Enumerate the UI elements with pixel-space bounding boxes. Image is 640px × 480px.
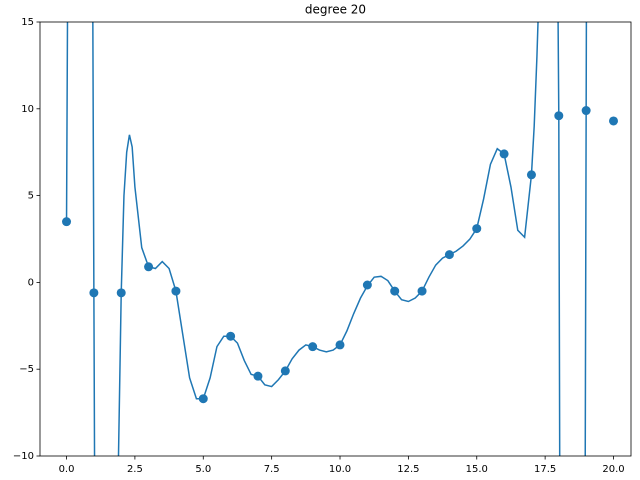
y-tick-label: −5 [19, 364, 34, 375]
y-tick-label: 5 [28, 191, 34, 202]
x-tick-label: 15.0 [466, 464, 488, 475]
data-point [226, 331, 236, 341]
data-point [362, 280, 372, 290]
y-tick-label: 15 [21, 17, 34, 28]
x-tick-label: 5.0 [195, 464, 211, 475]
plot-area [62, 22, 618, 456]
data-point [581, 106, 591, 116]
x-tick-label: 2.5 [127, 464, 143, 475]
axes-frame [39, 21, 632, 457]
x-tick-label: 10.0 [329, 464, 351, 475]
x-tick-label: 0.0 [59, 464, 75, 475]
x-tick-label: 7.5 [264, 464, 280, 475]
data-point [308, 342, 318, 352]
data-point [526, 170, 536, 180]
data-point [89, 288, 99, 298]
data-point [198, 394, 208, 404]
data-point [253, 371, 263, 381]
chart-title: degree 20 [305, 3, 366, 17]
fit-curve [65, 22, 588, 456]
x-tick-label: 12.5 [397, 464, 419, 475]
y-tick-label: 10 [21, 104, 34, 115]
data-point [171, 286, 181, 296]
data-point [280, 366, 290, 376]
data-point [390, 286, 400, 296]
data-point [335, 340, 345, 350]
data-point [144, 262, 154, 272]
y-tick-label: 0 [28, 277, 34, 288]
x-tick-label: 17.5 [534, 464, 556, 475]
data-point [116, 288, 126, 298]
data-point [417, 286, 427, 296]
data-point [62, 217, 72, 227]
data-point [554, 111, 564, 121]
data-point [608, 116, 618, 126]
data-point [444, 250, 454, 260]
data-point [472, 224, 482, 234]
data-point [499, 149, 509, 159]
x-tick-label: 20.0 [602, 464, 624, 475]
y-tick-label: −10 [13, 451, 34, 462]
